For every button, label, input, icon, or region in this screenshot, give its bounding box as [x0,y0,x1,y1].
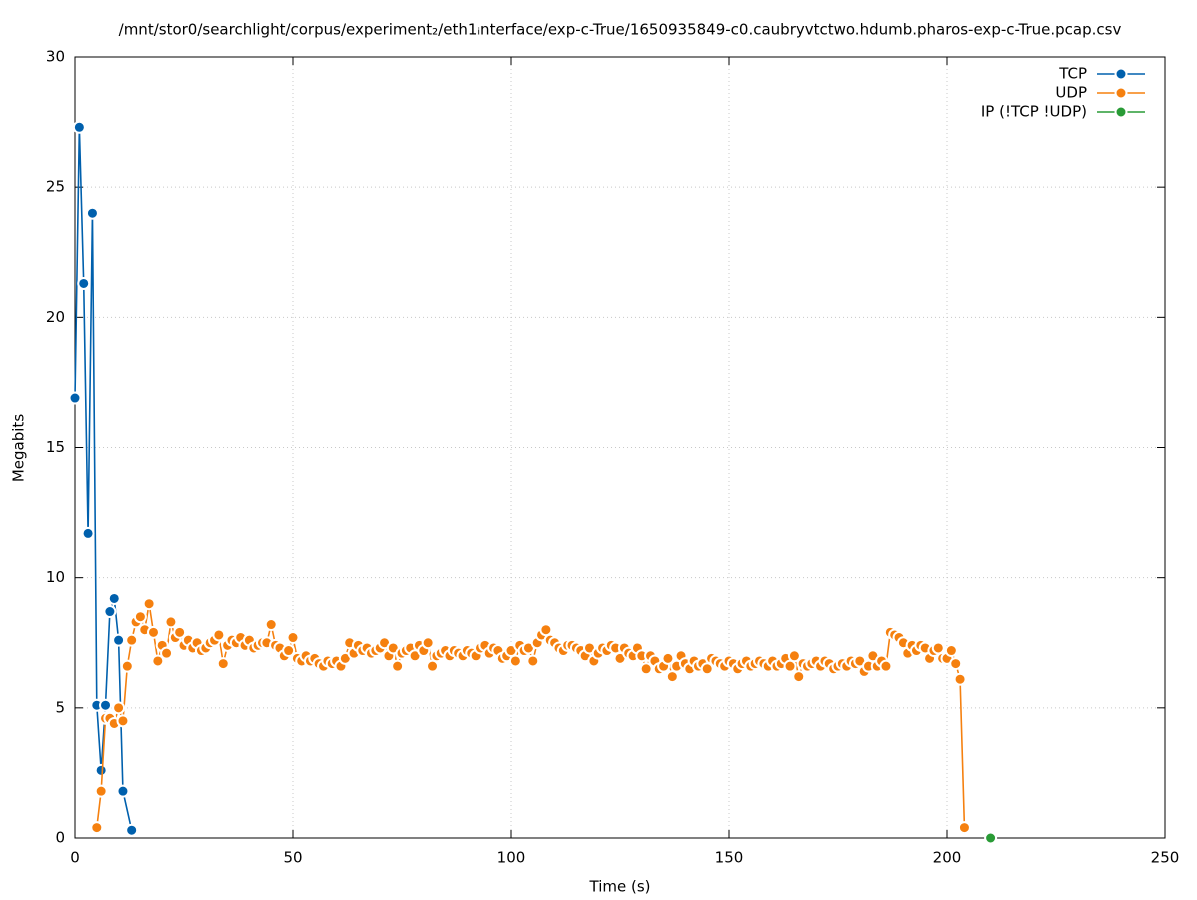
x-axis-label: Time (s) [589,878,651,896]
data-point [508,654,522,668]
data-point [787,649,801,663]
data-point [953,672,967,686]
legend-label: UDP [1055,84,1087,102]
x-tick-label: 150 [715,849,744,867]
data-point [164,615,178,629]
data-point [112,633,126,647]
data-point [107,591,121,605]
data-point [120,659,134,673]
data-point [792,670,806,684]
y-tick-label: 15 [46,438,65,456]
x-tick-label: 0 [70,849,80,867]
data-point [72,120,86,134]
data-point [949,657,963,671]
data-point [264,618,278,632]
x-tick-label: 50 [283,849,302,867]
data-point [151,654,165,668]
data-point [212,628,226,642]
data-point [85,206,99,220]
data-point [957,821,971,835]
data-point [116,714,130,728]
data-point [90,821,104,835]
y-tick-label: 20 [46,308,65,326]
data-point [665,670,679,684]
y-tick-label: 10 [46,568,65,586]
data-point [426,659,440,673]
data-point [112,701,126,715]
data-point [944,644,958,658]
data-point [639,662,653,676]
data-point [94,784,108,798]
x-tick-label: 200 [933,849,962,867]
data-point [125,633,139,647]
x-tick-label: 100 [497,849,526,867]
data-point [146,625,160,639]
data-point [160,646,174,660]
legend-marker [1114,67,1128,81]
x-tick-label: 250 [1151,849,1180,867]
data-point [526,654,540,668]
legend-marker [1114,86,1128,100]
data-point [282,644,296,658]
data-point [984,831,998,845]
data-point [391,659,405,673]
y-tick-label: 25 [46,178,65,196]
data-point [700,662,714,676]
data-point [94,763,108,777]
data-point [81,526,95,540]
y-axis-label: Megabits [10,414,28,482]
data-point [125,823,139,837]
legend-label: IP (!TCP !UDP) [981,103,1087,121]
data-point [133,610,147,624]
data-point [142,597,156,611]
chart-title: /mnt/stor0/searchlight/corpus/experiment… [119,21,1122,39]
data-point [783,659,797,673]
plot-frame [74,56,1166,839]
data-point [68,391,82,405]
data-point [879,659,893,673]
data-point [286,631,300,645]
data-point [173,625,187,639]
data-point [103,605,117,619]
legend-marker [1114,105,1128,119]
data-point [421,636,435,650]
data-point [539,623,553,637]
data-point [931,641,945,655]
data-point [216,657,230,671]
data-point [99,698,113,712]
legend-label: TCP [1058,65,1087,83]
data-point [116,784,130,798]
data-point [77,276,91,290]
y-tick-label: 30 [46,48,65,66]
y-tick-label: 0 [55,829,65,847]
y-tick-label: 5 [55,698,65,716]
data-point [661,651,675,665]
